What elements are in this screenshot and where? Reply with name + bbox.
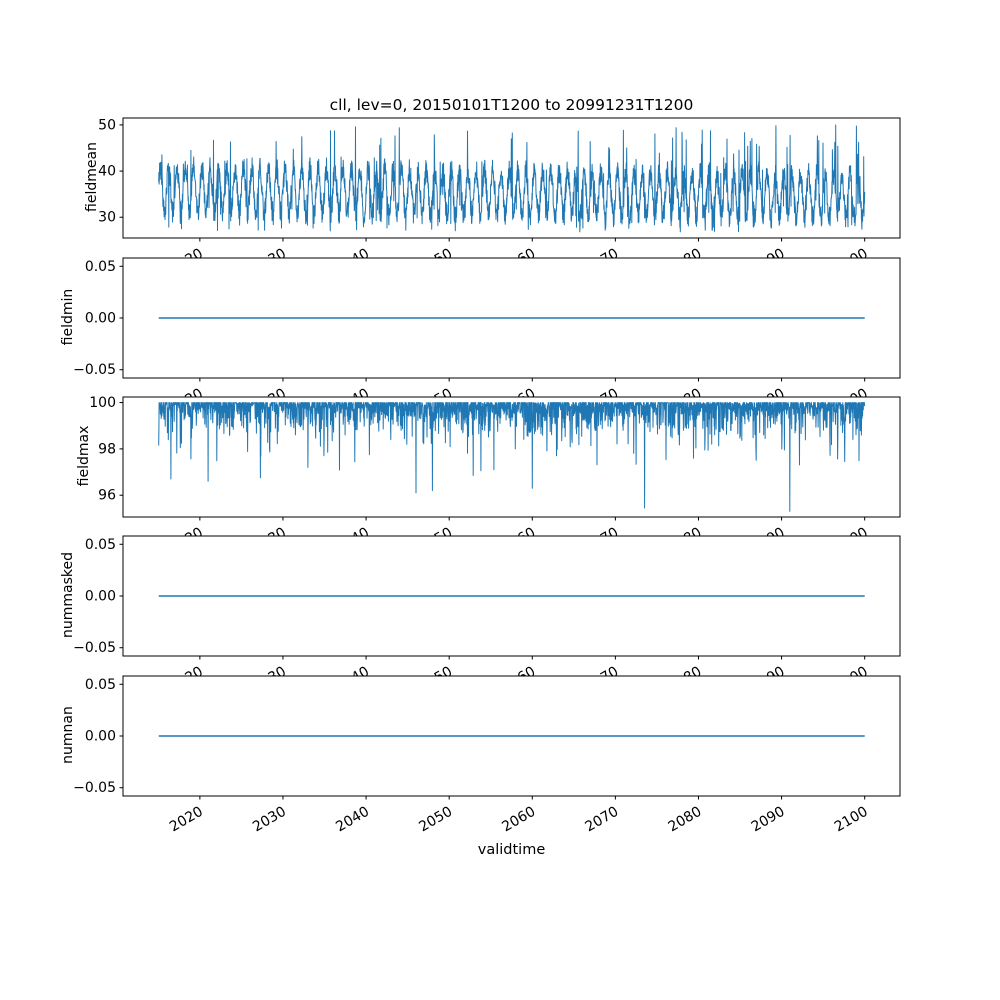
- ylabel-nummasked: nummasked: [60, 552, 76, 639]
- figure-title: cll, lev=0, 20150101T1200 to 20991231T12…: [329, 96, 694, 114]
- ytick-label: 0.00: [85, 729, 116, 745]
- xtick-label: 2080: [666, 804, 705, 836]
- ytick-label: 0.05: [85, 537, 116, 553]
- subplot-numnan: −0.05 0.00 0.05 2020 2030 2040 2050 2060 2070 208…: [73, 675, 901, 836]
- xtick-label: 2070: [583, 804, 622, 836]
- ytick-label: −0.05: [73, 362, 116, 378]
- ytick-label: −0.05: [73, 640, 116, 656]
- series-fieldmean: [158, 124, 866, 233]
- xtick-label: 2040: [333, 804, 372, 836]
- xlabel-validtime: validtime: [477, 842, 546, 858]
- xtick-label: 2060: [499, 804, 538, 836]
- subplot-fieldmax: 9698100202020302040205020602070208020902…: [89, 395, 901, 556]
- ytick-label: 0.05: [85, 259, 116, 275]
- ytick-label: 100: [89, 395, 116, 411]
- subplot-fieldmean: 3040502020203020402050206020702080209021…: [98, 117, 901, 277]
- axes-frame: [122, 117, 901, 239]
- ylabel-fieldmean: fieldmean: [84, 142, 100, 212]
- axes-frame: [122, 396, 901, 518]
- xtick-label: 2050: [416, 804, 455, 836]
- ytick-label: 50: [98, 117, 116, 133]
- xtick-label: 2030: [250, 804, 289, 836]
- xtick-label: 2090: [749, 804, 788, 836]
- ytick-label: 0.00: [85, 589, 116, 605]
- ytick-label: 96: [98, 488, 116, 504]
- ylabel-fieldmax: fieldmax: [76, 425, 92, 487]
- xtick-label: 2100: [832, 804, 871, 836]
- series-fieldmax: [158, 402, 866, 512]
- ytick-label: 0.05: [85, 677, 116, 693]
- ylabel-numnan: numnan: [60, 706, 76, 764]
- ytick-label: 30: [98, 210, 116, 226]
- subplot-nummasked: −0.050.000.05202020302040205020602070208…: [73, 535, 901, 695]
- ytick-label: −0.05: [73, 780, 116, 796]
- ytick-label: 0.00: [85, 311, 116, 327]
- ytick-label: 40: [98, 164, 116, 180]
- ylabel-fieldmin: fieldmin: [60, 288, 76, 346]
- xtick-label: 2020: [167, 804, 206, 836]
- ytick-label: 98: [98, 441, 116, 457]
- subplot-fieldmin: −0.050.000.05202020302040205020602070208…: [73, 257, 901, 417]
